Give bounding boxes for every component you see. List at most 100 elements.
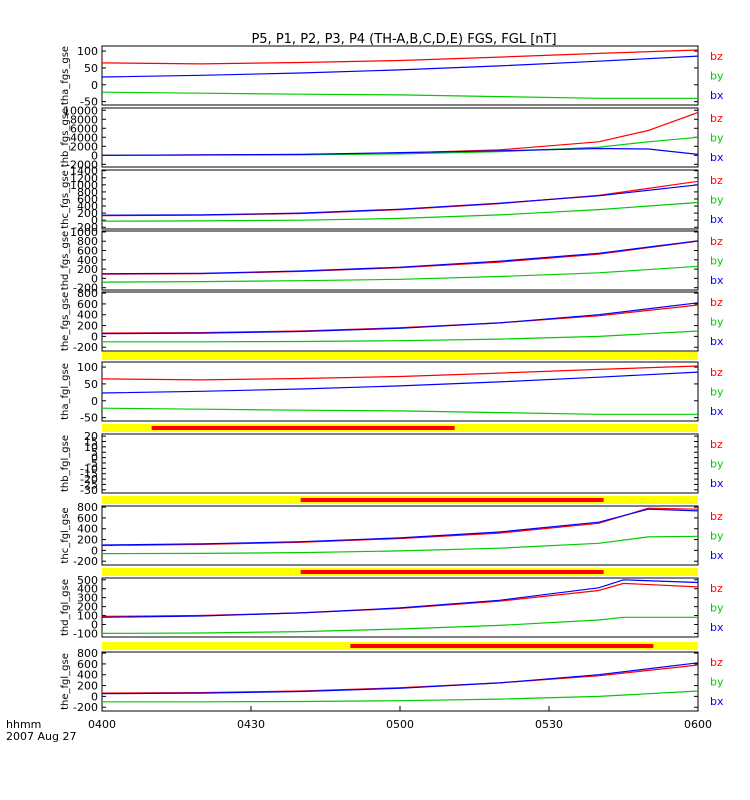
x-axis-label-date: 2007 Aug 27: [6, 730, 76, 743]
series-bz: [102, 240, 698, 275]
series-bx: [102, 240, 698, 275]
y-tick-label: 800: [77, 647, 98, 660]
x-tick-label: 0530: [535, 718, 563, 731]
y-tick-label: 1000: [70, 226, 98, 239]
y-axis-label: tha_fgs_gse: [60, 46, 71, 105]
y-tick-label: 0: [91, 544, 98, 557]
series-bz: [102, 180, 698, 217]
y-tick-label: 20: [84, 430, 98, 443]
y-tick-label: 800: [77, 287, 98, 300]
panel-frame: [101, 291, 699, 352]
legend-bz: bz: [710, 50, 723, 63]
legend-by: by: [710, 255, 724, 268]
series-bx: [102, 508, 698, 546]
y-tick-label: 200: [77, 680, 98, 693]
y-axis-label: thc_fgl_gse: [60, 507, 71, 563]
y-tick-label: 50: [84, 378, 98, 391]
legend-bx: bx: [710, 151, 724, 164]
y-tick-label: 200: [77, 263, 98, 276]
legend-bz: bz: [710, 112, 723, 125]
y-tick-label: -200: [73, 282, 98, 295]
y-tick-label: 15: [84, 436, 98, 449]
legend-bz: bz: [710, 296, 723, 309]
y-tick-label: 100: [77, 45, 98, 58]
x-axis-label-hhmm: hhmm: [6, 718, 41, 731]
legend-bx: bx: [710, 89, 724, 102]
legend-by: by: [710, 602, 724, 615]
status-bar-red: [300, 570, 604, 574]
y-tick-label: 300: [77, 592, 98, 605]
legend-bx: bx: [710, 621, 724, 634]
panel-frame: [101, 577, 699, 638]
series-bz: [102, 49, 698, 65]
y-tick-label: 600: [77, 193, 98, 206]
y-tick-label: 2000: [70, 140, 98, 153]
y-tick-label: 600: [77, 658, 98, 671]
legend-by: by: [710, 132, 724, 145]
series-by: [102, 91, 698, 99]
legend-by: by: [710, 316, 724, 329]
legend-by: by: [710, 386, 724, 399]
y-tick-label: 0: [91, 330, 98, 343]
y-tick-label: 8000: [70, 113, 98, 126]
panel-frame: [101, 433, 699, 494]
x-axis: 0400 0430 0500 0530 0600: [88, 706, 712, 731]
series-bx: [102, 147, 698, 156]
legend-bz: bz: [710, 438, 723, 451]
y-tick-label: 1000: [70, 179, 98, 192]
status-bar: [102, 642, 698, 650]
legend-bz: bz: [710, 235, 723, 248]
y-tick-label: 1200: [70, 172, 98, 185]
y-tick-label: -2000: [66, 158, 98, 171]
series-by: [102, 690, 698, 703]
status-bars: [102, 352, 698, 650]
y-tick-label: -10: [80, 462, 98, 475]
y-tick-label: 400: [77, 309, 98, 322]
y-tick-label: 200: [77, 320, 98, 333]
series-bx: [102, 662, 698, 695]
y-tick-label: 400: [77, 669, 98, 682]
panel-tha_fgs_gse: 100 50 0 -50 tha_fgs_gse bz by bx: [60, 45, 724, 109]
legend-bz: bz: [710, 174, 723, 187]
y-tick-label: 6000: [70, 122, 98, 135]
y-tick-label: 400: [77, 583, 98, 596]
y-tick-label: 0: [91, 79, 98, 92]
legend-by: by: [710, 530, 724, 543]
legend-bz: bz: [710, 656, 723, 669]
series-by: [102, 616, 698, 635]
y-tick-label: 600: [77, 298, 98, 311]
series-bx: [102, 302, 698, 335]
y-tick-label: 500: [77, 574, 98, 587]
status-bar-red: [151, 426, 455, 430]
y-axis-label: thb_fgl_gse: [60, 435, 71, 492]
y-tick-label: -200: [73, 555, 98, 568]
series-bx: [102, 371, 698, 394]
y-tick-label: 10: [84, 441, 98, 454]
y-axis-label: thb_fgs_gse: [60, 108, 71, 167]
series-by: [102, 265, 698, 283]
status-bar-yellow: [102, 352, 698, 360]
y-tick-label: -5: [87, 457, 98, 470]
series-bx: [102, 55, 698, 78]
x-tick-label: 0600: [684, 718, 712, 731]
y-tick-label: 0: [91, 452, 98, 465]
legend-bx: bx: [710, 549, 724, 562]
y-tick-label: 0: [91, 618, 98, 631]
panel-frame: [101, 361, 699, 422]
legend-bz: bz: [710, 366, 723, 379]
series-bx: [102, 579, 698, 618]
panel-thc_fgs_gse: 1400120010008006004002000-200thc_fgs_gse…: [60, 165, 724, 235]
legend-bz: bz: [710, 582, 723, 595]
y-tick-label: -200: [73, 221, 98, 234]
legend-bz: bz: [710, 510, 723, 523]
status-bar-red: [300, 498, 604, 502]
y-tick-label: 50: [84, 62, 98, 75]
y-tick-label: 0: [91, 149, 98, 162]
y-tick-label: 600: [77, 245, 98, 258]
